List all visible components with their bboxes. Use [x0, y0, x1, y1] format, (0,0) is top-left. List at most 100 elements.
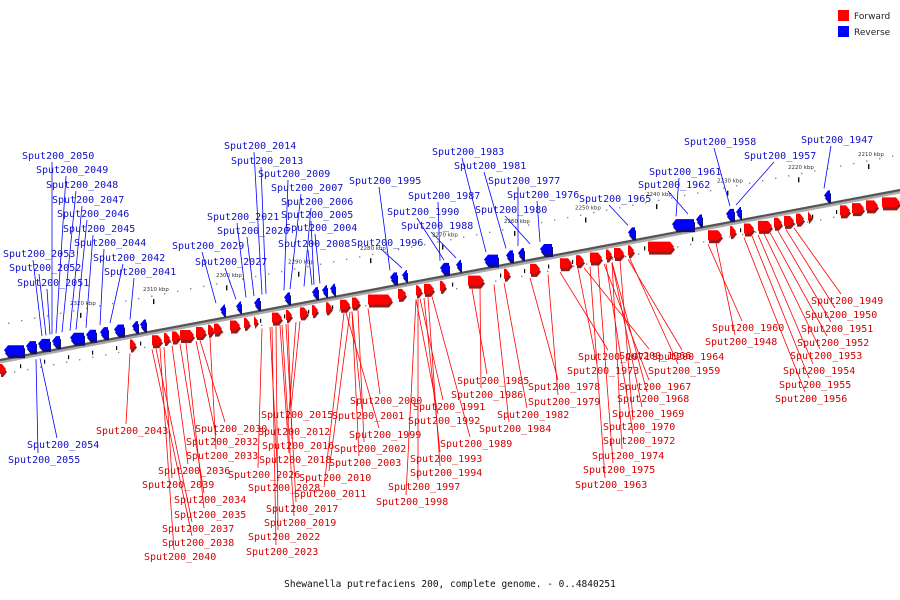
forward-gene-arrow — [590, 252, 603, 266]
forward-gene-label: Sput200_2023 — [246, 547, 318, 558]
reverse-gene-label: Sput200_1962 — [638, 180, 710, 191]
forward-gene-label: Sput200_2035 — [174, 510, 246, 521]
forward-gene-arrow — [708, 230, 723, 244]
forward-gene-leader — [707, 244, 743, 322]
reverse-gene-leader — [109, 263, 124, 324]
forward-gene-leader — [603, 263, 650, 381]
reverse-gene-label: Sput200_2053 — [3, 249, 75, 260]
forward-gene-label: Sput200_2016 — [262, 441, 334, 452]
reverse-gene-label: Sput200_2006 — [281, 197, 353, 208]
forward-gene-arrow — [130, 339, 137, 353]
forward-gene-leader — [195, 340, 217, 436]
forward-gene-label: Sput200_2000 — [350, 396, 422, 407]
forward-gene-leader — [751, 235, 810, 379]
forward-gene-label: Sput200_2010 — [299, 473, 371, 484]
reverse-gene-arrow — [736, 206, 742, 220]
legend-swatch-reverse — [838, 26, 849, 37]
reverse-gene-label: Sput200_1965 — [579, 194, 651, 205]
forward-gene-label: Sput200_1951 — [801, 324, 873, 335]
reverse-gene-arrow — [726, 208, 735, 222]
reverse-gene-label: Sput200_1987 — [408, 191, 480, 202]
forward-gene-label: Sput200_1953 — [790, 351, 862, 362]
forward-gene-label: Sput200_2022 — [248, 532, 320, 543]
forward-gene-arrow — [196, 326, 207, 340]
forward-gene-label: Sput200_2037 — [162, 524, 234, 535]
reverse-gene-label: Sput200_2054 — [27, 440, 99, 451]
forward-gene-arrow — [300, 307, 309, 321]
forward-gene-label: Sput200_1966 — [619, 351, 691, 362]
forward-gene-label: Sput200_1959 — [648, 366, 720, 377]
forward-gene-leader — [559, 272, 609, 351]
forward-gene-label: Sput200_1949 — [811, 296, 883, 307]
kbp-tick-label: 2260 kbp — [504, 219, 530, 225]
reverse-gene-label: Sput200_2014 — [224, 141, 296, 152]
kbp-tick-label: 2220 kbp — [788, 165, 814, 171]
forward-gene-arrow — [416, 285, 423, 299]
forward-gene-leader — [611, 262, 623, 450]
forward-gene-label: Sput200_1986 — [451, 390, 523, 401]
forward-gene-label: Sput200_2043 — [96, 426, 168, 437]
kbp-tick-label: 2300 kbp — [216, 273, 242, 279]
forward-gene-leader — [151, 349, 193, 537]
forward-gene-leader — [279, 325, 290, 454]
reverse-gene-leader — [39, 358, 58, 439]
forward-gene-leader — [125, 353, 131, 425]
forward-gene-arrow — [882, 197, 900, 211]
legend-label-forward: Forward — [854, 12, 890, 22]
forward-gene-arrow — [576, 255, 585, 269]
reverse-gene-leader — [483, 171, 507, 249]
reverse-gene-leader — [224, 267, 237, 300]
reverse-gene-leader — [608, 204, 629, 226]
reverse-gene-leader — [246, 236, 255, 297]
reverse-gene-label: Sput200_2046 — [57, 209, 129, 220]
reverse-gene-leader — [430, 231, 457, 259]
reverse-gene-arrow — [220, 304, 226, 318]
forward-gene-leader — [493, 284, 510, 423]
gene-labels: Sput200_2055Sput200_2054Sput200_2053Sput… — [3, 135, 883, 563]
reverse-gene-arrow — [254, 298, 261, 312]
legend: Forward Reverse — [838, 10, 891, 38]
forward-gene-label: Sput200_1973 — [567, 366, 639, 377]
forward-gene-label: Sput200_2017 — [266, 504, 338, 515]
reverse-gene-arrow — [284, 292, 291, 306]
forward-gene-arrow — [424, 283, 435, 297]
reverse-gene-leader — [85, 234, 94, 328]
forward-gene-leader — [171, 345, 189, 465]
forward-gene-label: Sput200_1960 — [712, 323, 784, 334]
forward-gene-leader — [351, 311, 360, 457]
forward-gene-leader — [757, 234, 814, 365]
reverse-gene-leader — [99, 248, 105, 326]
reverse-gene-arrow — [86, 329, 97, 343]
forward-gene-leader — [269, 326, 279, 482]
reverse-gene-leader — [823, 145, 832, 189]
forward-gene-label: Sput200_1993 — [410, 454, 482, 465]
forward-gene-leader — [275, 325, 279, 531]
forward-gene-arrow — [504, 268, 511, 282]
reverse-gene-label: Sput200_2052 — [9, 263, 81, 274]
reverse-gene-arrow — [132, 321, 139, 335]
reverse-gene-label: Sput200_1980 — [475, 205, 547, 216]
reverse-gene-leader — [32, 259, 43, 337]
forward-gene-arrow — [398, 288, 407, 302]
reverse-gene-leader — [667, 190, 689, 215]
forward-gene-label: Sput200_2001 — [332, 411, 404, 422]
reverse-gene-arrow — [390, 272, 398, 286]
forward-gene-arrow — [606, 249, 613, 263]
forward-gene-label: Sput200_2038 — [162, 538, 234, 549]
forward-gene-arrow — [180, 330, 195, 343]
reverse-gene-label: Sput200_1976 — [507, 190, 579, 201]
forward-gene-label: Sput200_2032 — [186, 437, 258, 448]
reverse-gene-leader — [38, 273, 47, 336]
reverse-gene-label: Sput200_2041 — [104, 267, 176, 278]
forward-gene-label: Sput200_1974 — [592, 451, 664, 462]
forward-gene-leader — [605, 263, 634, 435]
forward-gene-label: Sput200_1969 — [612, 409, 684, 420]
kbp-tick-label: 2280 kbp — [360, 246, 386, 252]
forward-gene-arrow — [730, 226, 737, 240]
forward-gene-leader — [777, 230, 832, 323]
forward-gene-label: Sput200_1952 — [797, 338, 869, 349]
reverse-gene-label: Sput200_2007 — [271, 183, 343, 194]
forward-gene-leader — [357, 310, 365, 443]
reverse-gene-arrow — [696, 214, 703, 228]
reverse-gene-label: Sput200_1983 — [432, 147, 504, 158]
